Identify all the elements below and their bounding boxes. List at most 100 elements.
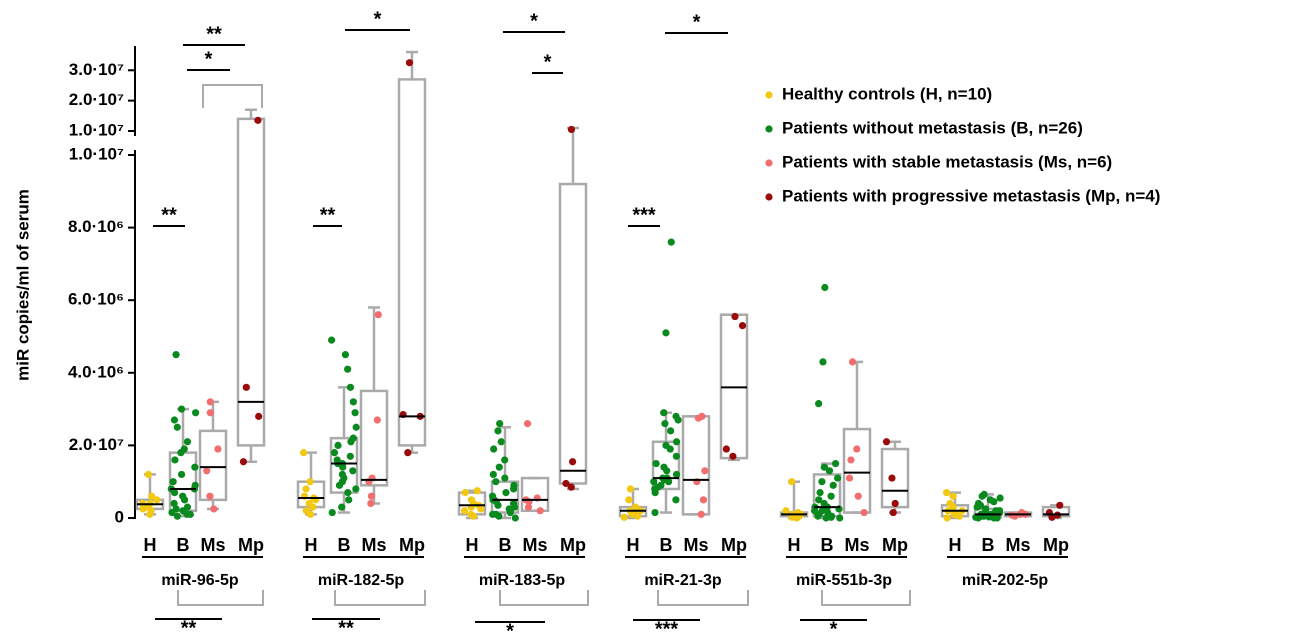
x-tick-label: Mp <box>721 535 747 555</box>
data-point <box>191 463 199 471</box>
y-tick-label: 3.0·10⁷ <box>69 60 124 79</box>
data-point <box>328 336 336 344</box>
data-point <box>239 458 248 466</box>
data-point <box>815 496 823 504</box>
data-point <box>147 507 155 515</box>
x-tick-label: H <box>949 535 962 555</box>
legend-label: Patients with progressive metastasis (Mp… <box>782 186 1160 205</box>
data-point <box>374 311 382 319</box>
y-tick-label: 2.0·10⁷ <box>69 90 124 109</box>
data-point <box>652 459 660 468</box>
data-point <box>833 474 842 482</box>
data-point <box>170 499 178 508</box>
data-point <box>148 492 156 500</box>
data-point <box>334 441 342 449</box>
group-label: miR-182-5p <box>318 572 404 589</box>
data-point <box>467 496 476 504</box>
data-point <box>501 456 509 464</box>
legend-label: Patients with stable metastasis (Ms, n=6… <box>782 152 1112 171</box>
data-point <box>788 478 796 486</box>
data-point <box>255 412 263 420</box>
data-point <box>330 449 339 457</box>
data-point <box>946 499 954 508</box>
x-tick-label: H <box>144 535 157 555</box>
data-point <box>367 499 375 508</box>
data-point <box>144 470 152 479</box>
data-point <box>943 514 951 522</box>
y-tick-label: 0 <box>115 507 124 526</box>
data-point <box>206 492 214 500</box>
data-point <box>341 351 350 359</box>
group-label: miR-202-5p <box>962 572 1048 589</box>
data-point <box>667 238 675 246</box>
data-point <box>254 116 262 124</box>
data-point <box>829 481 837 489</box>
significance-stars: ** <box>338 617 354 633</box>
x-tick-label: H <box>305 535 318 555</box>
data-point <box>662 329 670 337</box>
box <box>198 429 228 502</box>
data-point <box>626 485 635 493</box>
data-point <box>848 358 857 366</box>
box <box>558 182 588 485</box>
data-point <box>333 456 341 464</box>
x-tick-label: Mp <box>1043 535 1069 555</box>
significance-stars: ** <box>206 23 222 45</box>
data-point <box>153 496 161 504</box>
legend-marker <box>765 125 773 133</box>
data-point <box>698 412 706 420</box>
data-point <box>494 427 502 435</box>
data-point <box>177 470 186 479</box>
data-point <box>338 503 346 511</box>
data-point <box>949 492 957 500</box>
data-point <box>523 420 532 428</box>
data-point <box>177 405 186 413</box>
data-point <box>860 508 868 517</box>
data-point <box>738 322 747 330</box>
y-tick-label: 1.0·10⁷ <box>69 144 124 163</box>
box <box>880 447 910 509</box>
legend-label: Patients without metastasis (B, n=26) <box>782 118 1083 137</box>
x-tick-label: Ms <box>844 535 869 555</box>
y-tick-label: 1.0·10⁷ <box>69 120 124 139</box>
significance-stars: *** <box>632 204 656 226</box>
data-point <box>305 499 313 508</box>
box <box>329 436 359 494</box>
data-point <box>496 420 504 428</box>
data-point <box>473 487 481 495</box>
data-point <box>667 427 675 435</box>
data-point <box>344 365 352 373</box>
data-point <box>492 510 500 518</box>
y-tick-label: 4.0·10⁶ <box>68 362 124 381</box>
bracket <box>821 590 911 606</box>
data-point <box>815 400 823 408</box>
x-tick-label: H <box>788 535 801 555</box>
data-point <box>824 508 832 517</box>
x-tick-label: B <box>821 535 834 555</box>
data-point <box>980 490 988 499</box>
data-point <box>825 467 834 475</box>
data-point <box>891 499 899 508</box>
data-point <box>567 483 575 491</box>
data-point <box>300 449 308 457</box>
data-point <box>172 505 180 513</box>
data-point <box>306 478 314 486</box>
data-point <box>404 449 412 457</box>
data-point <box>847 456 855 464</box>
legend-label: Healthy controls (H, n=10) <box>782 84 992 103</box>
data-point <box>986 496 994 504</box>
data-point <box>351 409 359 417</box>
x-tick-label: B <box>660 535 673 555</box>
data-point <box>495 463 503 471</box>
box <box>236 117 266 447</box>
data-point <box>373 416 381 424</box>
data-point <box>338 470 347 479</box>
data-point <box>214 445 222 453</box>
data-point <box>497 438 505 446</box>
data-point <box>191 481 199 489</box>
bracket <box>499 590 589 606</box>
bracket <box>334 590 426 606</box>
data-point <box>974 499 983 508</box>
data-point <box>831 459 840 468</box>
data-point <box>1056 501 1064 509</box>
